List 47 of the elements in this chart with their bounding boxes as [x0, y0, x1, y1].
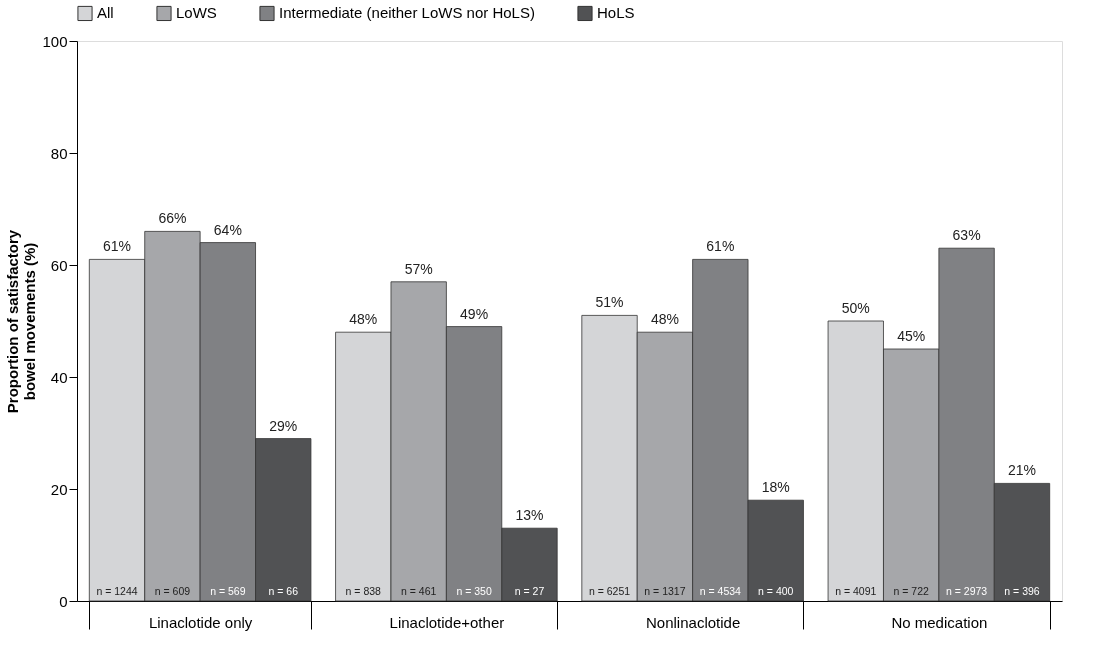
- annotation: n = 609: [154, 585, 191, 597]
- legend-label: LoWS: [176, 4, 217, 22]
- annotation: n = 66: [268, 585, 299, 597]
- data-label: 63%: [952, 227, 981, 244]
- x-tick-label: Linaclotide+other: [389, 613, 505, 631]
- data-label: 61%: [706, 238, 735, 255]
- annotation: n = 2973: [945, 585, 988, 597]
- data-label: 21%: [1007, 462, 1036, 479]
- annotation: n = 396: [1004, 585, 1040, 597]
- data-label: 64%: [213, 221, 242, 238]
- y-tick-label: 0: [59, 592, 68, 610]
- y-tick-label: 100: [42, 32, 68, 50]
- annotation: n = 400: [758, 585, 794, 597]
- annotation: n = 4091: [835, 585, 877, 597]
- annotation: n = 569: [210, 585, 246, 597]
- x-tick-label: Nonlinaclotide: [646, 613, 741, 631]
- legend-label: HoLS: [597, 4, 635, 22]
- data-label: 48%: [650, 311, 679, 328]
- annotation: n = 4534: [699, 585, 742, 597]
- data-label: 29%: [269, 417, 298, 434]
- data-label: 66%: [158, 210, 187, 227]
- data-label: 61%: [103, 238, 132, 255]
- data-label: 13%: [515, 507, 544, 524]
- data-label: 48%: [349, 311, 378, 328]
- annotation: n = 838: [345, 585, 382, 597]
- data-label: 50%: [841, 300, 870, 316]
- y-tick-label: 20: [50, 480, 68, 498]
- annotation: n = 27: [514, 585, 545, 597]
- legend-label: Intermediate (neither LoWS nor HoLS): [279, 4, 535, 22]
- annotation: n = 350: [456, 585, 492, 597]
- data-label: 57%: [404, 260, 433, 277]
- data-label: 18%: [761, 479, 790, 496]
- annotation: n = 722: [893, 585, 929, 597]
- annotation: n = 1317: [644, 585, 686, 597]
- data-label: 51%: [595, 294, 624, 311]
- data-label: 49%: [460, 305, 489, 322]
- y-tick-label: 60: [50, 256, 68, 274]
- x-tick-label: Linaclotide only: [148, 613, 253, 631]
- annotation: n = 461: [401, 585, 437, 597]
- y-axis-title: Proportion of satisfactory bowel movements (%): [4, 229, 39, 414]
- annotation: n = 1244: [96, 585, 138, 597]
- data-label: 45%: [897, 328, 926, 344]
- x-tick-label: No medication: [891, 613, 988, 631]
- y-tick-label: 40: [50, 368, 68, 386]
- y-tick-label: 80: [50, 144, 68, 162]
- legend-label: All: [97, 4, 114, 22]
- annotation: n = 6251: [588, 585, 631, 597]
